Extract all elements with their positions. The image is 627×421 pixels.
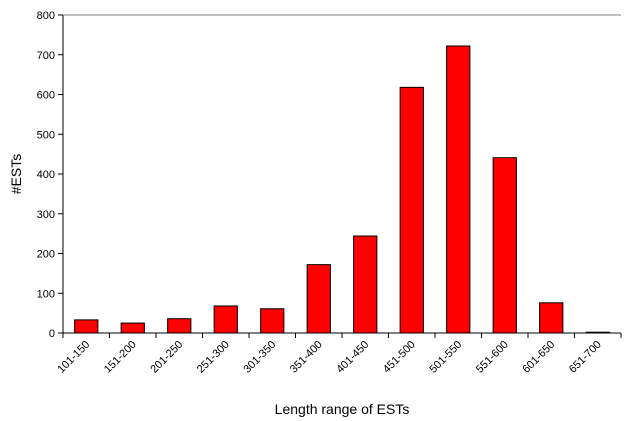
y-tick-label: 300 [37, 209, 55, 221]
x-tick-label: 251-300 [195, 339, 232, 376]
bar-151-200 [120, 322, 145, 334]
y-tick-label: 700 [37, 50, 55, 62]
y-tick-label: 500 [37, 129, 55, 141]
x-tick-label: 501-550 [427, 339, 464, 376]
bars [74, 45, 610, 334]
x-ticks: 101-150 151-200 201-250 251-300 301-350 351-4… [55, 333, 622, 376]
x-tick-label: 201-250 [148, 339, 185, 376]
bar-651-700 [585, 331, 610, 334]
x-tick-label: 401-450 [334, 339, 371, 376]
x-tick-label: 301-350 [241, 339, 278, 376]
bar-601-650 [539, 302, 564, 334]
x-tick-label: 351-400 [288, 339, 325, 376]
y-tick-label: 800 [37, 10, 55, 22]
bar-501-550 [446, 45, 471, 334]
bar-101-150 [74, 319, 99, 334]
x-tick-label: 651-700 [567, 339, 604, 376]
x-tick-label: 101-150 [55, 339, 92, 376]
bar-451-500 [399, 86, 424, 334]
x-tick-label: 151-200 [102, 339, 139, 376]
y-tick-label: 0 [49, 328, 55, 340]
x-tick-label: 551-600 [474, 339, 511, 376]
y-axis-title: #ESTs [8, 154, 24, 194]
bar-201-250 [167, 318, 192, 334]
x-tick-label: 451-500 [381, 339, 418, 376]
y-tick-label: 100 [37, 288, 55, 300]
bar-351-400 [306, 264, 331, 334]
y-tick-label: 400 [37, 169, 55, 181]
x-tick-label: 601-650 [520, 339, 557, 376]
x-axis-title: Length range of ESTs [275, 401, 410, 417]
y-tick-label: 200 [37, 249, 55, 261]
plot-area: 0 100 200 300 400 500 600 700 800 101-150 151-200… [37, 10, 622, 376]
bar-301-350 [260, 308, 285, 334]
bar-401-450 [353, 235, 378, 334]
y-ticks: 0 100 200 300 400 500 600 700 800 [37, 10, 63, 340]
bar-551-600 [492, 157, 517, 334]
bar-251-300 [213, 305, 238, 334]
y-tick-label: 600 [37, 90, 55, 102]
